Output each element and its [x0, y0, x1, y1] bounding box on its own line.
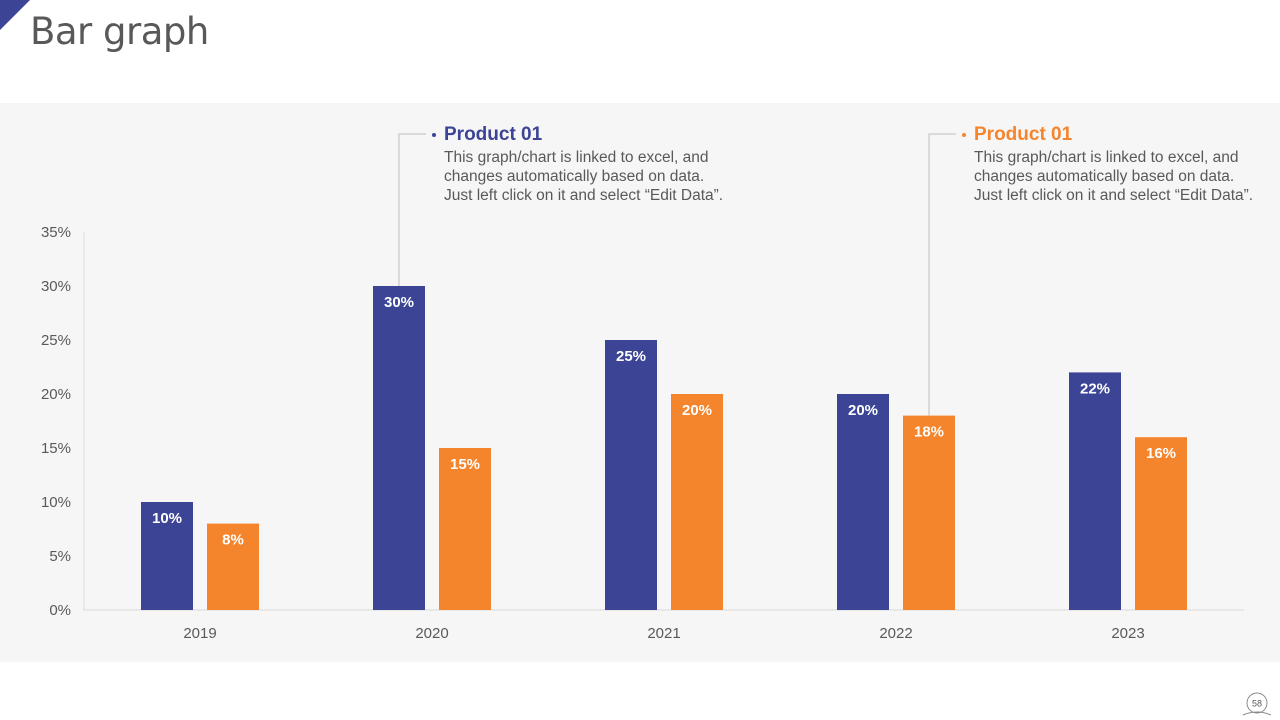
bar-product-a-2023 [1069, 372, 1121, 610]
bar-product-a-2022 [837, 394, 889, 610]
x-tick-label: 2019 [183, 625, 216, 642]
data-label: 18% [914, 424, 944, 441]
bar-product-b-2022 [903, 415, 955, 610]
y-tick-label: 15% [41, 440, 71, 457]
data-label: 8% [222, 532, 244, 549]
callout-bullet-icon [432, 133, 436, 137]
callout-heading-b: Product 01 [962, 124, 1262, 146]
page-number: 58 [1252, 699, 1262, 709]
callout-line: changes automatically based on data. [444, 168, 705, 185]
bar-product-b-2021 [671, 394, 723, 610]
data-label: 25% [616, 348, 646, 365]
callout-line: Just left click on it and select “Edit D… [974, 187, 1254, 204]
x-tick-label: 2022 [879, 625, 912, 642]
y-tick-label: 10% [41, 494, 71, 511]
x-tick-label: 2023 [1111, 625, 1144, 642]
callout-line: This graph/chart is linked to excel, and [444, 149, 709, 166]
y-tick-label: 30% [41, 278, 71, 295]
x-tick-label: 2020 [415, 625, 448, 642]
page-title: Bar graph [30, 10, 209, 53]
y-tick-label: 20% [41, 386, 71, 403]
data-label: 16% [1146, 445, 1176, 462]
data-label: 20% [848, 402, 878, 419]
bar-product-a-2021 [605, 340, 657, 610]
bar-chart: 0% 5% 10% 15% 20% 25% 30% 35% 10% 8% 2019 30% 15% 202… [41, 133, 1244, 642]
callout-heading-text: Product 01 [974, 124, 1073, 145]
bar-product-b-2019 [207, 523, 259, 610]
y-tick-label: 35% [41, 224, 71, 241]
y-tick-label: 25% [41, 332, 71, 349]
chart-panel: 0% 5% 10% 15% 20% 25% 30% 35% 10% 8% 2019 30% 15% 202… [0, 103, 1280, 662]
data-label: 15% [450, 456, 480, 473]
data-label: 30% [384, 294, 414, 311]
callout-leader-line-a [398, 133, 426, 286]
bar-product-a-2020 [373, 286, 425, 610]
callout-line: changes automatically based on data. [974, 168, 1235, 185]
callout-line: This graph/chart is linked to excel, and [974, 149, 1239, 166]
y-tick-label: 5% [49, 548, 71, 565]
data-label: 22% [1080, 380, 1110, 397]
callout-bullet-icon [962, 133, 966, 137]
callout-heading-text: Product 01 [444, 124, 543, 145]
bar-product-b-2023 [1135, 437, 1187, 610]
bar-product-b-2020 [439, 448, 491, 610]
callout-line: Just left click on it and select “Edit D… [444, 187, 724, 204]
corner-accent [0, 0, 30, 30]
callout-product-a: Product 01 This graph/chart is linked to… [432, 124, 732, 205]
callout-leader-line-b [928, 133, 956, 416]
callout-heading-a: Product 01 [432, 124, 732, 146]
data-label: 10% [152, 510, 182, 527]
x-tick-label: 2021 [647, 625, 680, 642]
page-number-badge: 58 [1242, 692, 1272, 716]
callout-description: This graph/chart is linked to excel, and… [444, 148, 732, 205]
y-tick-label: 0% [49, 602, 71, 619]
data-label: 20% [682, 402, 712, 419]
bar-product-a-2019 [141, 502, 193, 610]
callout-description: This graph/chart is linked to excel, and… [974, 148, 1262, 205]
callout-product-b: Product 01 This graph/chart is linked to… [962, 124, 1262, 205]
